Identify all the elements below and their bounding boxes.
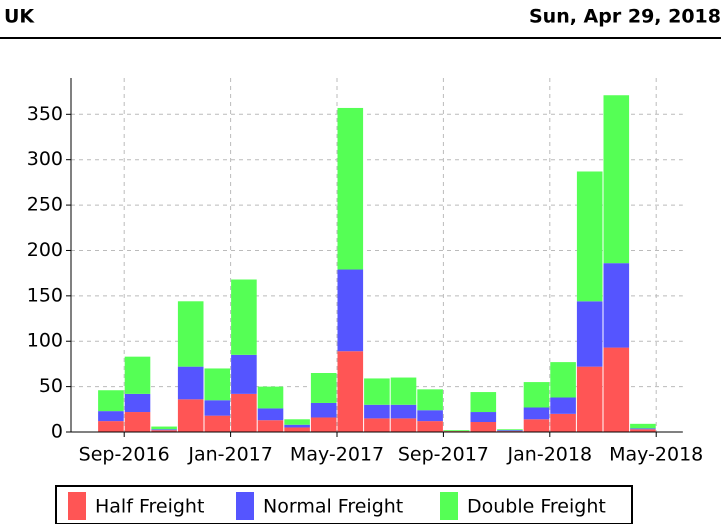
y-tick-label: 150 [27, 284, 63, 306]
bar-segment [177, 366, 204, 400]
bar-segment [204, 400, 231, 416]
x-tick-label: Jan-2018 [507, 444, 593, 466]
bar-segment [390, 418, 417, 432]
bar-segment [470, 412, 497, 423]
bar-segment [257, 420, 284, 432]
legend-swatch [236, 492, 254, 520]
bar-segment [151, 429, 177, 431]
bar-segment [151, 426, 177, 430]
bar-segment [337, 351, 364, 432]
bar-segment [257, 386, 284, 409]
legend-label: Normal Freight [263, 496, 403, 518]
bar-segment [124, 412, 151, 432]
x-tick-label: May-2017 [290, 444, 384, 466]
bar-segment [470, 422, 497, 432]
bar-segment [603, 95, 630, 264]
bar-segment [337, 107, 364, 270]
bar-segment [364, 378, 390, 405]
bar-segment [576, 366, 603, 432]
bar-segment [603, 347, 630, 432]
bar-segment [417, 389, 443, 411]
bar-segment [550, 413, 576, 432]
bar-segment [124, 356, 151, 394]
bar-segment [470, 392, 497, 413]
bar-segment [310, 373, 337, 403]
bar-segment [576, 171, 603, 302]
bar-segment [177, 301, 204, 367]
bar-segment [124, 393, 151, 413]
bar-segment [550, 362, 576, 398]
bar-segment [417, 421, 443, 432]
bar-segment [337, 269, 364, 352]
bar-segment [443, 430, 470, 432]
bar-segment [98, 390, 124, 412]
bar-segment [98, 421, 124, 432]
x-tick-label: May-2018 [609, 444, 703, 466]
bar-segment [231, 279, 257, 355]
bar-segment [497, 430, 523, 432]
bar-segment [204, 368, 231, 401]
bar-segment [603, 263, 630, 348]
legend-swatch [68, 492, 86, 520]
bar-segment [364, 418, 390, 432]
bar-segment [284, 419, 310, 425]
bar-segment [310, 402, 337, 418]
y-tick-label: 250 [27, 194, 63, 216]
bar-segment [630, 428, 656, 430]
bar-segment [550, 397, 576, 414]
bar-segment [310, 417, 337, 432]
y-tick-label: 350 [27, 103, 63, 125]
bar-segment [204, 415, 231, 432]
bar-segment [523, 407, 550, 420]
bar-segment [523, 382, 550, 408]
legend-box [55, 485, 633, 525]
y-tick-label: 300 [27, 148, 63, 170]
bar-segment [630, 429, 656, 432]
bar-segment [417, 410, 443, 422]
legend-swatch [440, 492, 458, 520]
bar-segment [630, 423, 656, 429]
header-right: Sun, Apr 29, 2018 [529, 6, 721, 28]
y-tick-label: 200 [27, 239, 63, 261]
bar-segment [231, 354, 257, 394]
bar-segment [98, 411, 124, 422]
y-tick-label: 100 [27, 330, 63, 352]
x-tick-label: Jan-2017 [187, 444, 273, 466]
bar-segment [364, 404, 390, 419]
bar-segment [390, 377, 417, 405]
y-tick-label: 0 [51, 421, 63, 443]
y-tick-label: 50 [39, 375, 63, 397]
header-left: UK [4, 6, 35, 28]
legend-label: Half Freight [95, 496, 204, 518]
bar-segment [284, 424, 310, 428]
bar-segment [576, 301, 603, 367]
bar-segment [151, 430, 177, 432]
legend: Half Freight Normal Freight Double Freight [68, 492, 606, 520]
bar-segment [177, 399, 204, 432]
legend-label: Double Freight [467, 496, 606, 518]
bar-segment [523, 419, 550, 432]
x-tick-label: Sep-2016 [79, 444, 170, 466]
bar-segment [497, 429, 523, 431]
bar-segment [284, 427, 310, 432]
x-tick-label: Sep-2017 [398, 444, 489, 466]
bar-segment [390, 404, 417, 419]
bar-segment [231, 393, 257, 432]
bar-segment [257, 408, 284, 421]
plot: 0 50 100 150 200 250 300 350 Sep-2016 Jan-2017 May… [27, 78, 703, 466]
